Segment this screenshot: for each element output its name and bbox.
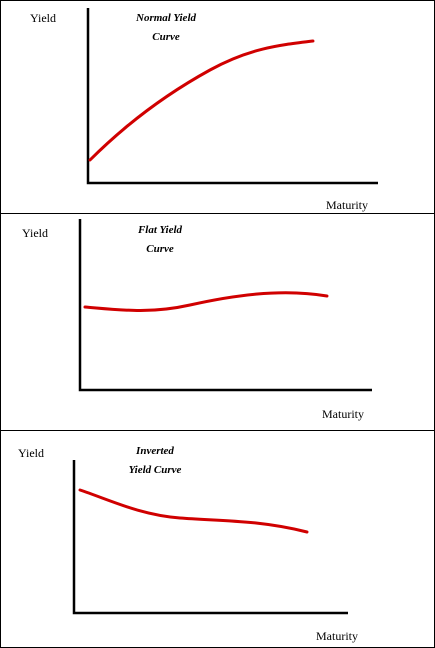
title-line: Yield Curve — [129, 464, 182, 476]
panel-inverted: Yield Inverted Yield Curve Maturity — [18, 445, 358, 643]
curve — [78, 488, 309, 534]
title-line: Curve — [152, 31, 180, 43]
x-label: Maturity — [316, 629, 358, 643]
axes — [78, 219, 372, 392]
title-line: Normal Yield — [135, 12, 196, 24]
title-line: Flat Yield — [137, 224, 183, 236]
axes — [72, 460, 348, 615]
y-label: Yield — [30, 11, 56, 25]
curve — [88, 39, 315, 162]
y-label: Yield — [18, 446, 44, 460]
title-line: Curve — [146, 243, 174, 255]
curve — [83, 291, 329, 313]
y-label: Yield — [22, 226, 48, 240]
x-label: Maturity — [322, 407, 364, 421]
title-line: Inverted — [135, 445, 174, 457]
panel-normal: Yield Normal Yield Curve Maturity — [30, 8, 378, 212]
axes — [86, 8, 378, 185]
panel-flat: Yield Flat Yield Curve Maturity — [22, 219, 372, 421]
x-label: Maturity — [326, 198, 368, 212]
